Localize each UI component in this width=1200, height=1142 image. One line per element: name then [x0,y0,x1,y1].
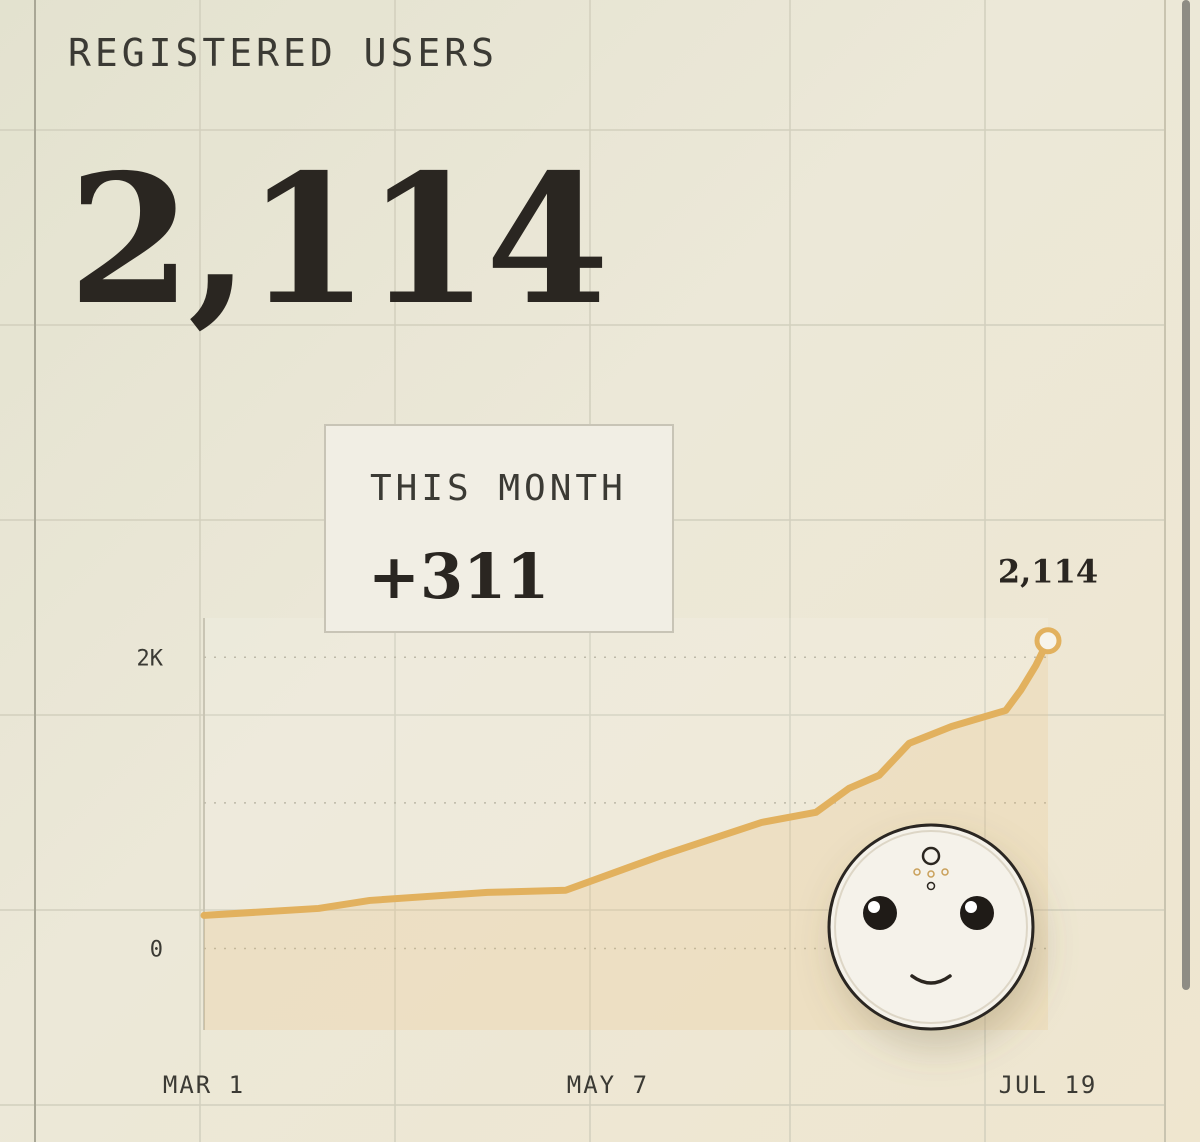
badge-label: THIS MONTH [370,468,627,509]
x-tick-label: MAY 7 [567,1071,649,1099]
x-tick-label: JUL 19 [999,1071,1098,1099]
y-tick-label: 2K [137,646,164,671]
end-label: 2,114 [998,553,1098,591]
metric-label: REGISTERED USERS [68,31,498,75]
mascot[interactable] [827,823,1035,1031]
line [200,637,1052,919]
y-tick-label: 0 [150,937,163,962]
metric-total: 2,114 [68,135,605,344]
badge [324,424,674,633]
badge-value: +311 [368,540,549,613]
end-point [1034,627,1062,655]
x-tick-label: MAR 1 [163,1071,245,1099]
scrollbar[interactable] [1182,0,1190,990]
